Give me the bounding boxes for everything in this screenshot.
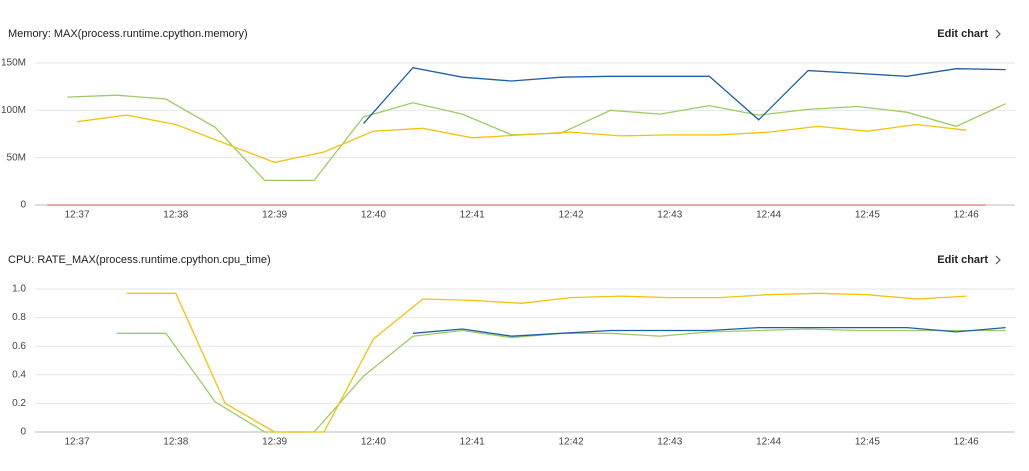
x-tick-label: 12:46 (954, 437, 979, 448)
y-tick-label: 50M (7, 152, 26, 163)
x-tick-label: 12:42 (558, 437, 583, 448)
x-tick-label: 12:37 (64, 437, 89, 448)
x-tick-label: 12:45 (855, 210, 880, 221)
x-tick-label: 12:41 (460, 437, 485, 448)
x-tick-label: 12:44 (756, 210, 781, 221)
chart-title: CPU: RATE_MAX(process.runtime.cpython.cp… (8, 254, 271, 266)
series-line (126, 292, 967, 433)
series-line (412, 326, 1006, 337)
x-tick-label: 12:41 (460, 210, 485, 221)
x-tick-label: 12:39 (262, 437, 287, 448)
series-line (67, 94, 1006, 182)
x-tick-label: 12:40 (361, 210, 386, 221)
y-tick-label: 0.2 (12, 398, 26, 409)
series-line (116, 328, 1006, 433)
chevron-icon[interactable] (995, 255, 1001, 265)
y-tick-label: 0.6 (12, 341, 26, 352)
y-tick-label: 0 (20, 427, 26, 438)
y-tick-label: 0 (20, 200, 26, 211)
series-line (363, 66, 1006, 125)
x-tick-label: 12:44 (756, 437, 781, 448)
edit-chart-button[interactable]: Edit chart (937, 28, 988, 40)
edit-chart-button[interactable]: Edit chart (937, 254, 988, 266)
x-tick-label: 12:38 (163, 210, 188, 221)
y-tick-label: 0.4 (12, 369, 26, 380)
y-tick-label: 0.8 (12, 312, 26, 323)
x-tick-label: 12:37 (64, 210, 89, 221)
x-tick-label: 12:42 (558, 210, 583, 221)
y-tick-label: 150M (1, 58, 26, 69)
chart-title: Memory: MAX(process.runtime.cpython.memo… (8, 28, 248, 40)
x-tick-label: 12:45 (855, 437, 880, 448)
y-tick-label: 100M (1, 105, 26, 116)
x-tick-label: 12:39 (262, 210, 287, 221)
x-tick-label: 12:43 (657, 210, 682, 221)
x-tick-label: 12:43 (657, 437, 682, 448)
x-tick-label: 12:40 (361, 437, 386, 448)
y-tick-label: 1.0 (12, 284, 26, 295)
x-tick-label: 12:38 (163, 437, 188, 448)
x-tick-label: 12:46 (954, 210, 979, 221)
chevron-icon[interactable] (995, 29, 1001, 39)
series-line (76, 114, 967, 164)
